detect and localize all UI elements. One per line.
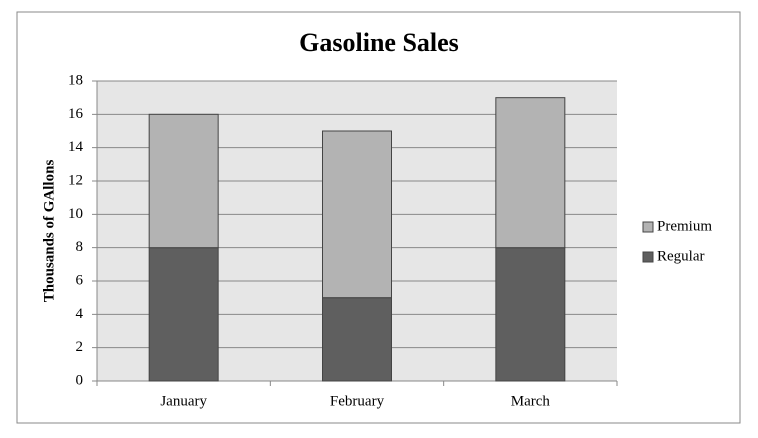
chart-title: Gasoline Sales (299, 28, 459, 57)
y-tick-label: 16 (68, 106, 84, 122)
legend-swatch (642, 251, 654, 263)
y-tick-label: 6 (76, 272, 84, 288)
y-tick-label: 0 (76, 372, 84, 388)
x-tick-label: February (330, 393, 385, 409)
y-tick-label: 14 (68, 139, 84, 155)
bar-segment (322, 297, 392, 382)
bar-segment (148, 113, 219, 249)
bar-segment (495, 247, 566, 382)
bar-segment (322, 130, 392, 299)
y-tick-label: 8 (76, 239, 84, 255)
bar-segment (495, 97, 566, 249)
y-tick-label: 10 (68, 206, 83, 222)
y-tick-label: 4 (76, 306, 84, 322)
y-tick-label: 12 (68, 172, 83, 188)
legend-label: Regular (657, 248, 704, 264)
y-axis-label: Thousands of GAllons (41, 160, 57, 303)
x-tick-label: March (511, 393, 551, 409)
y-tick-label: 18 (68, 72, 83, 88)
x-tick-label: January (160, 393, 207, 409)
legend-swatch (642, 221, 654, 233)
legend-label: Premium (657, 218, 712, 234)
y-tick-label: 2 (76, 339, 84, 355)
bar-segment (148, 247, 219, 382)
